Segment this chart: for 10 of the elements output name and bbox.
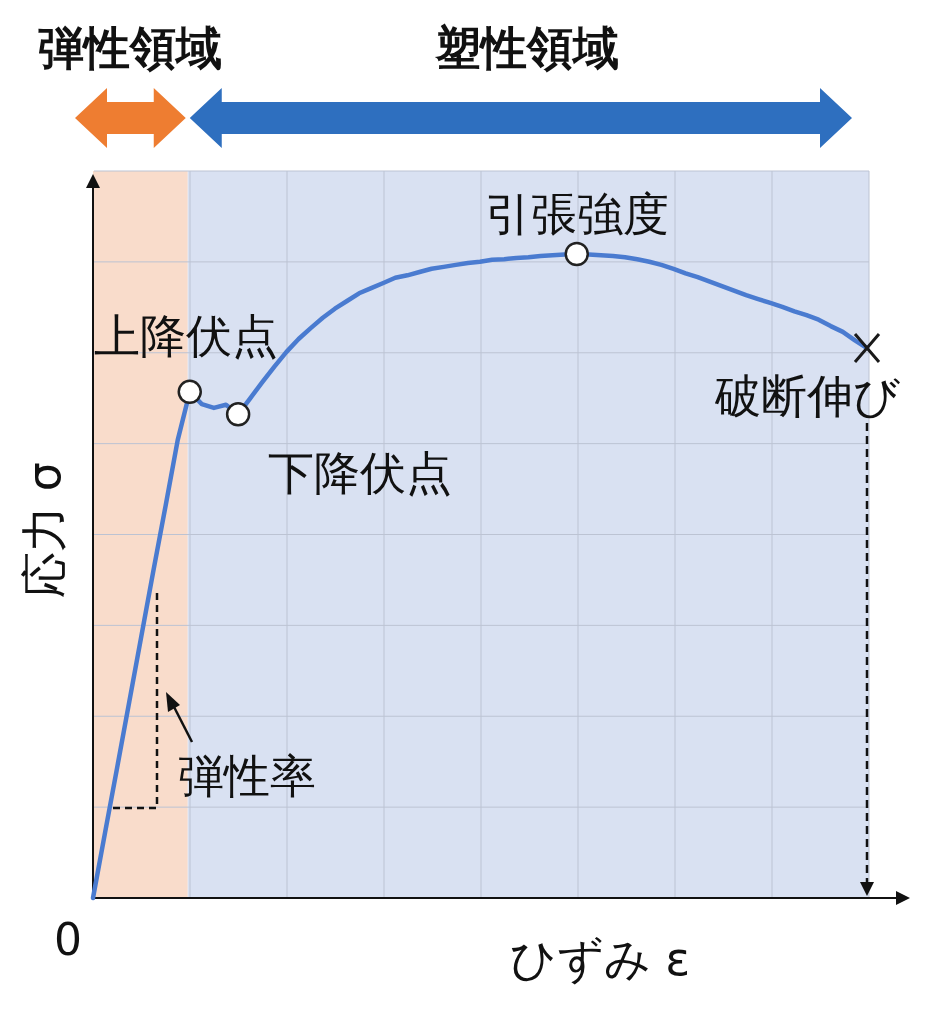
- x-axis-title: ひずみ ε: [509, 932, 691, 986]
- y-axis-title: 応力 σ: [17, 462, 71, 598]
- text: 塑性領域: [434, 21, 620, 75]
- annotation: 引張強度: [484, 187, 669, 241]
- text: 弾性領域: [38, 21, 223, 75]
- annotation: 破断伸び: [714, 369, 900, 424]
- text: 0: [54, 914, 82, 965]
- annotation: 弾性率: [178, 749, 316, 803]
- annotation: 下降伏点: [268, 446, 453, 501]
- annotation: 上降伏点: [93, 308, 278, 363]
